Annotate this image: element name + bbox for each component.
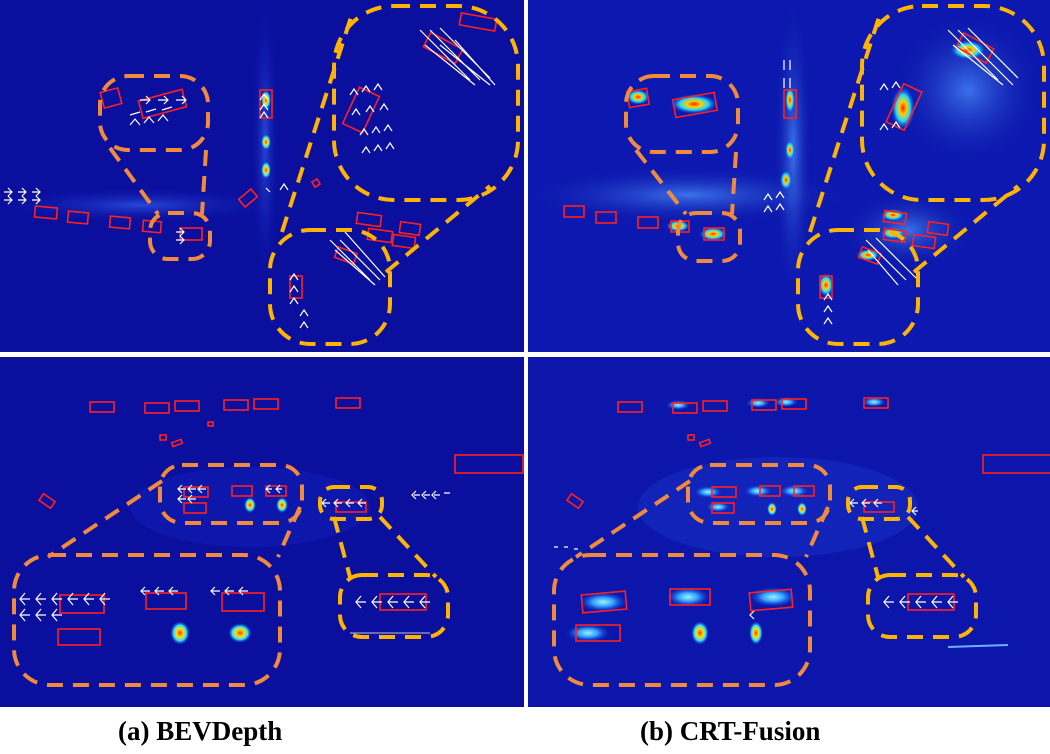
detection-boxes <box>33 12 498 299</box>
panel-crtfusion-scene1 <box>528 0 1050 352</box>
velocity-arrows <box>4 27 496 329</box>
panel-crtfusion-scene2 <box>528 357 1050 707</box>
zoom-callouts <box>98 4 520 346</box>
panel-bevdepth-scene2 <box>0 357 524 707</box>
heat-spot <box>261 161 271 179</box>
caption-crt-fusion: (b) CRT-Fusion <box>640 716 821 746</box>
panel-bevdepth-scene1 <box>0 0 524 352</box>
caption-bevdepth: (a) BEVDepth <box>118 716 283 746</box>
heat-spot <box>261 134 271 150</box>
